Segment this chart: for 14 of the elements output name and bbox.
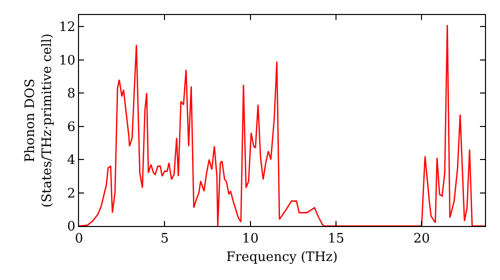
y-tick-label: 4 (67, 153, 76, 168)
x-tick-label: 20 (413, 232, 430, 247)
y-tick-label: 10 (58, 53, 76, 68)
line-series (79, 24, 485, 226)
y-axis-title: Phonon DOS (States/THz·primitive cell) (22, 33, 55, 208)
x-tick-label: 5 (160, 232, 169, 247)
x-tick-label: 10 (242, 232, 259, 247)
y-tick-label: 2 (67, 186, 76, 202)
y-tick-label: 12 (58, 20, 76, 36)
y-tick-label: 6 (67, 120, 76, 135)
x-tick-label: 15 (328, 232, 344, 247)
x-axis-title: Frequency (THz) (226, 250, 338, 266)
y-tick-label: 8 (67, 86, 76, 102)
y-tick-label: 0 (67, 220, 76, 235)
